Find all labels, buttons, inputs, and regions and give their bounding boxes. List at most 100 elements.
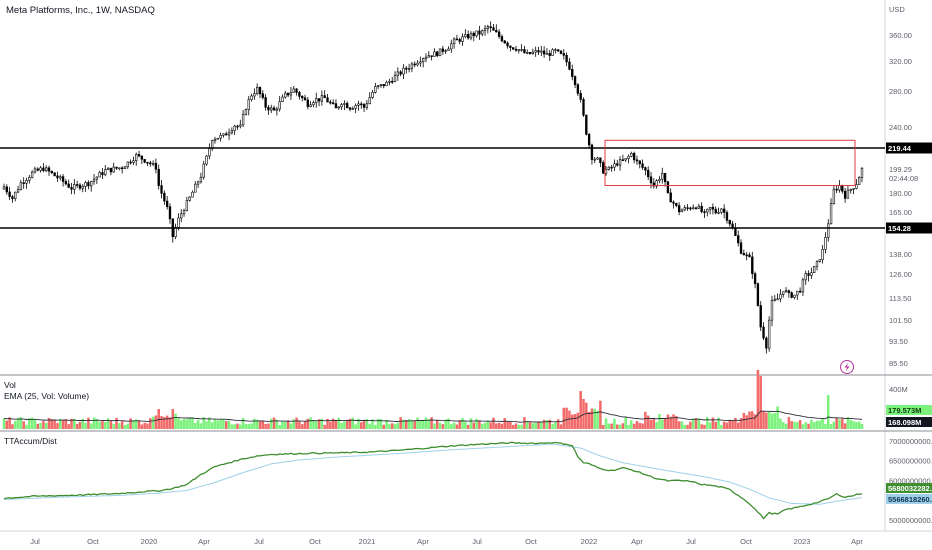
candle: [295, 88, 298, 96]
volume-bar: [559, 424, 563, 429]
price-tick-label: 138.00: [889, 250, 912, 259]
volume-bar: [489, 422, 492, 429]
candle: [838, 180, 841, 193]
candle: [208, 143, 211, 160]
volume-bar: [348, 418, 352, 429]
svg-text:179.573M: 179.573M: [888, 406, 921, 415]
candle: [256, 83, 259, 96]
candle: [146, 161, 149, 167]
volume-bar: [278, 424, 281, 429]
volume-bar: [461, 418, 464, 429]
volume-bar: [171, 408, 175, 429]
candle: [95, 176, 99, 184]
volume-bar: [531, 423, 535, 429]
volume-bar: [140, 424, 144, 429]
candle: [793, 294, 796, 300]
volume-bar: [796, 422, 799, 429]
candle: [236, 124, 239, 130]
volume-bar: [216, 420, 220, 429]
volume-bar: [843, 423, 847, 429]
volume-ema-value-tag: 168.098M: [886, 417, 932, 427]
candle: [81, 184, 84, 193]
volume-bar: [706, 417, 709, 429]
volume-bar: [210, 422, 214, 429]
volume-bar: [22, 421, 25, 429]
candle: [573, 75, 577, 89]
highlight-box[interactable]: [604, 139, 856, 187]
volume-bar: [528, 422, 532, 429]
candle: [337, 106, 340, 110]
volume-bar: [177, 417, 180, 429]
candle: [188, 196, 191, 202]
volume-bar: [306, 418, 310, 429]
candle: [301, 95, 304, 102]
volume-bar: [182, 418, 186, 429]
candle: [143, 158, 146, 164]
candle: [675, 202, 678, 208]
candle: [481, 29, 484, 37]
candle: [469, 31, 473, 41]
volume-bar: [309, 417, 312, 429]
candle: [500, 34, 504, 43]
volume-bar: [5, 420, 9, 429]
candle: [843, 187, 847, 203]
candle: [542, 46, 546, 58]
volume-bar: [227, 420, 231, 429]
volume-bar: [644, 411, 647, 429]
volume-bar: [196, 419, 200, 429]
volume-bar: [188, 418, 191, 429]
flash-icon[interactable]: [840, 360, 854, 374]
volume-bar: [739, 418, 743, 429]
candle: [495, 24, 498, 33]
candle: [22, 177, 25, 189]
volume-bar: [258, 421, 262, 429]
volume-bar: [104, 422, 107, 429]
volume-bar: [73, 418, 76, 429]
candle: [250, 93, 253, 102]
candle: [506, 41, 509, 49]
volume-bar: [295, 417, 298, 429]
volume-bar: [855, 422, 858, 429]
volume-bar: [762, 410, 765, 429]
volume-bar: [84, 422, 87, 429]
volume-bar: [317, 419, 321, 429]
volume-bar: [444, 419, 447, 429]
candle: [210, 139, 214, 152]
candle: [407, 63, 411, 73]
volume-bar: [615, 424, 619, 429]
volume-bar: [126, 423, 130, 429]
volume-bar: [298, 421, 301, 429]
candle: [787, 289, 791, 298]
price-tick-label: 85.50: [889, 359, 908, 368]
time-tick-label: Oct: [309, 537, 322, 546]
candle: [680, 208, 684, 213]
candle: [348, 106, 352, 112]
price-tick-label: 165.00: [889, 208, 912, 217]
price-tick-label: 113.50: [889, 294, 911, 303]
time-tick-label: Jul: [472, 537, 482, 546]
candle: [720, 207, 723, 215]
volume-bar: [427, 419, 431, 429]
candle: [562, 49, 565, 60]
candle: [326, 93, 329, 103]
volume-bar: [16, 417, 20, 429]
candle: [810, 267, 813, 279]
volume-bar: [601, 424, 605, 429]
svg-text:168.098M: 168.098M: [888, 418, 921, 427]
volume-bar: [393, 424, 397, 429]
time-tick-label: Apr: [631, 537, 643, 546]
candle: [450, 39, 453, 53]
volume-bar: [672, 414, 675, 429]
volume-bar: [269, 418, 273, 429]
candle: [686, 204, 689, 211]
time-tick-label: Jul: [254, 537, 264, 546]
volume-bar: [337, 417, 341, 429]
candle: [545, 48, 549, 55]
volume-bar: [776, 406, 779, 429]
time-tick-label: Oct: [740, 537, 753, 546]
volume-bar: [545, 420, 549, 429]
volume-bar: [272, 417, 276, 429]
candle: [213, 136, 217, 144]
volume-bar: [388, 424, 391, 429]
volume-bar: [157, 408, 160, 429]
